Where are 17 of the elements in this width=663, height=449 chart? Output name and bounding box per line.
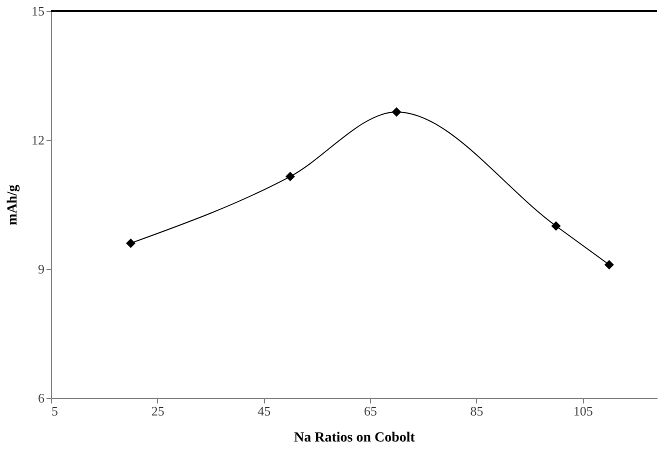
point	[551, 221, 561, 231]
y-tick-label: 12	[32, 132, 44, 148]
x-tick-label: 85	[470, 404, 484, 418]
point	[392, 107, 402, 117]
x-tick-label: 45	[258, 404, 271, 418]
x-axis-title: Na Ratios on Cobolt	[294, 430, 416, 446]
y-tick-label: 6	[38, 390, 45, 406]
x-tick-label: 105	[573, 404, 593, 418]
point	[604, 260, 614, 270]
y-tick-label: 9	[38, 262, 44, 276]
y-axis-title: mAh/g	[6, 184, 20, 226]
x-tick-label: 5	[52, 404, 58, 418]
y-tick-label: 15	[32, 4, 44, 18]
x-tick-label: 65	[364, 404, 377, 418]
x-tick-label: 25	[151, 404, 164, 418]
point	[285, 172, 295, 182]
point	[126, 238, 136, 248]
